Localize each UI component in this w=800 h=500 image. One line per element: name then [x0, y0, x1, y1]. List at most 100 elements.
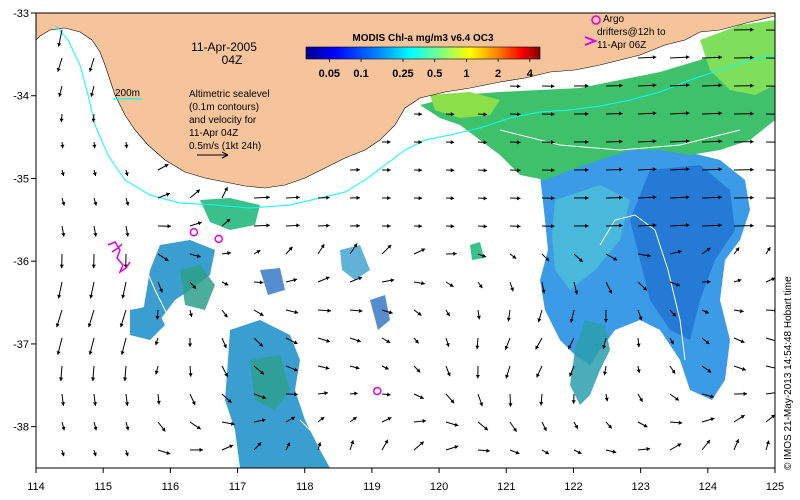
isobath-200m [54, 24, 775, 209]
velocity-arrow-head [230, 421, 235, 426]
y-tick-label: -36 [13, 256, 29, 268]
scale-arrow-head [221, 151, 229, 159]
velocity-arrow-head [676, 282, 681, 287]
velocity-arrow-head [419, 441, 424, 446]
velocity-arrow-head [766, 247, 771, 252]
velocity-arrow-head [544, 450, 549, 455]
velocity-arrow-head [750, 223, 754, 228]
velocity-arrow-head [685, 83, 690, 88]
argo-track-2 [111, 243, 123, 253]
velocity-arrow-head [60, 172, 65, 176]
velocity-arrow-head [266, 195, 270, 200]
velocity-arrow-head [543, 426, 547, 431]
colorbar-tick-label: 2 [495, 68, 501, 80]
velocity-arrow-head [781, 56, 784, 60]
x-tick-label: 123 [631, 481, 649, 493]
land-mass [36, 13, 775, 189]
velocity-arrow-head [568, 345, 572, 350]
velocity-arrow-head [685, 139, 690, 144]
velocity-arrow-head [718, 111, 722, 116]
velocity-arrow-head [685, 55, 690, 60]
x-tick-label: 125 [766, 481, 784, 493]
velocity-arrow-head [512, 254, 517, 259]
velocity-arrow-head [535, 345, 540, 350]
velocity-arrow-head [195, 189, 200, 194]
velocity-arrow-head [294, 392, 298, 397]
velocity-arrow-head [718, 83, 722, 88]
velocity-arrow-head [482, 253, 487, 258]
velocity-arrow-head [93, 201, 98, 206]
chl-patch-south [570, 320, 610, 405]
velocity-arrow-head [545, 257, 550, 262]
chl-patch-tiny-1 [470, 242, 484, 260]
velocity-arrow-head [155, 315, 160, 320]
velocity-arrow-head [125, 232, 130, 237]
velocity-arrow-head [88, 67, 93, 72]
velocity-arrow-head [652, 167, 657, 172]
velocity-arrow-head [286, 442, 291, 447]
velocity-arrow-head [87, 323, 92, 328]
velocity-arrow-head [417, 311, 422, 316]
velocity-arrow-head [229, 444, 234, 449]
velocity-arrow-head [652, 55, 657, 60]
chl-patch-mid-2 [370, 295, 390, 330]
velocity-arrow-head [585, 195, 589, 200]
velocity-arrow-head [574, 424, 578, 429]
velocity-arrow-head [350, 440, 355, 445]
velocity-arrow-head [750, 55, 754, 60]
velocity-arrow-head [58, 92, 63, 97]
velocity-arrow-head [475, 374, 480, 379]
velocity-arrow-head [259, 370, 264, 375]
velocity-arrow-head [317, 442, 322, 447]
chl-patch-east-dark [630, 165, 735, 340]
velocity-arrow-head [446, 372, 451, 377]
velocity-arrow-head [59, 264, 64, 269]
velocity-arrow-head [750, 111, 754, 116]
y-tick-label: -34 [13, 91, 29, 103]
isobath-label: 200m [115, 88, 140, 99]
velocity-arrow-head [671, 369, 676, 374]
sealevel-note-line-4: 11-Apr 04Z [189, 128, 238, 139]
x-tick-label: 118 [296, 481, 314, 493]
velocity-arrow-head [450, 168, 455, 173]
velocity-arrow-head [418, 196, 423, 201]
sealevel-note-line-5: 0.5m/s (1kt 24h) [189, 141, 261, 152]
velocity-arrow [765, 392, 775, 395]
velocity-arrow-head [262, 395, 267, 400]
velocity-arrow-head [619, 167, 623, 172]
velocity-arrow-head [387, 139, 391, 145]
y-axis: -33 -34 -35 -36 -37 -38 [13, 8, 36, 434]
velocity-arrow-head [358, 276, 363, 281]
velocity-arrow-head [356, 167, 360, 172]
chl-patch-east-light [552, 185, 630, 290]
velocity-arrow-head [418, 112, 423, 117]
argo-float-marker [373, 386, 382, 396]
sealevel-note: Altimetric sealevel (0.1m contours) and … [189, 89, 270, 159]
velocity-arrow-head [517, 168, 521, 173]
velocity-arrow-head [483, 112, 488, 117]
velocity-arrow-head [672, 312, 677, 317]
velocity-arrow-head [454, 445, 459, 450]
velocity-arrow-head [652, 195, 657, 200]
velocity-arrow-head [639, 397, 643, 402]
velocity-arrow-head [508, 403, 513, 407]
velocity-arrow-head [293, 367, 298, 372]
velocity-arrow-head [478, 284, 483, 289]
argo-float-marker [214, 234, 223, 244]
velocity-arrow-head [387, 167, 391, 173]
velocity-arrow-head [483, 224, 488, 229]
velocity-arrow-head [486, 448, 490, 453]
velocity-arrow-head [387, 195, 391, 201]
velocity-arrow-head [539, 401, 544, 406]
velocity-arrow-head [704, 309, 709, 314]
velocity-arrow-head [419, 395, 424, 399]
velocity-arrow-head [296, 195, 300, 200]
velocity-arrow-head [167, 224, 171, 229]
velocity-arrow-head [320, 417, 325, 421]
colorbar-ticks: 0.05 0.1 0.25 0.5 1 2 4 [319, 59, 534, 80]
velocity-arrow-head [384, 365, 389, 370]
x-tick-label: 114 [27, 481, 45, 493]
velocity-arrow-head [750, 195, 754, 200]
velocity-arrow-head [92, 452, 97, 457]
velocity-arrow-head [515, 450, 520, 455]
